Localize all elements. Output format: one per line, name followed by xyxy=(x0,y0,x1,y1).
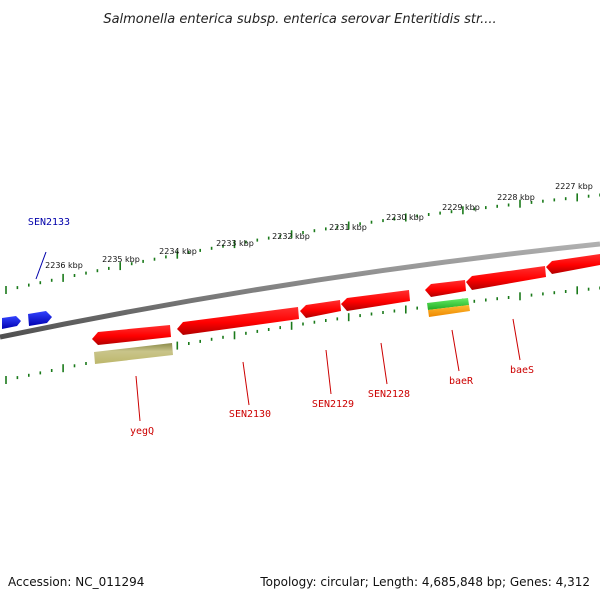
gene-arrow-sen2128[interactable] xyxy=(341,290,410,311)
outer-scale-ticks xyxy=(5,193,600,294)
accession-text: Accession: NC_011294 xyxy=(8,575,144,589)
genome-summary-text: Topology: circular; Length: 4,685,848 bp… xyxy=(259,575,590,589)
tick-label-2228: 2228 kbp xyxy=(497,193,535,202)
gene-arrow-baer[interactable] xyxy=(425,280,466,297)
gene-arrow-blue-left[interactable] xyxy=(2,316,21,329)
callout-line-sen2130 xyxy=(242,361,250,406)
gene-feature-baer-green[interactable] xyxy=(427,298,469,310)
map-title: Salmonella enterica subsp. enterica sero… xyxy=(103,12,496,27)
tick-label-2227: 2227 kbp xyxy=(555,182,593,191)
gene-arrow-sen2129[interactable] xyxy=(300,300,341,318)
tick-label-2234: 2234 kbp xyxy=(159,247,197,256)
gene-callouts: SEN2133 yegQ SEN2130 SEN2129 SEN2128 bae… xyxy=(28,217,534,437)
gene-label-yegq[interactable]: yegQ xyxy=(130,426,154,437)
gene-label-sen2129[interactable]: SEN2129 xyxy=(312,399,354,410)
gene-arrow-right-edge[interactable] xyxy=(546,254,600,274)
gene-label-sen2128[interactable]: SEN2128 xyxy=(368,389,410,400)
gene-arrow-sen2133[interactable] xyxy=(28,311,52,326)
gene-label-sen2133[interactable]: SEN2133 xyxy=(28,217,70,228)
scale-labels: 2227 kbp 2228 kbp 2229 kbp 2230 kbp 2231… xyxy=(45,182,593,270)
callout-line-sen2129 xyxy=(325,349,332,395)
gene-label-sen2130[interactable]: SEN2130 xyxy=(229,409,271,420)
tick-label-2232: 2232 kbp xyxy=(272,232,310,241)
callout-line-baes xyxy=(512,318,521,361)
callout-line-baer xyxy=(451,329,460,372)
genome-backbone xyxy=(0,241,600,340)
tick-label-2236: 2236 kbp xyxy=(45,261,83,270)
gene-arrow-yegq[interactable] xyxy=(92,325,171,345)
gene-label-baes[interactable]: baeS xyxy=(510,365,534,376)
gene-feature-yegq-olive[interactable] xyxy=(94,343,173,364)
gene-arrow-sen2130[interactable] xyxy=(177,307,299,335)
tick-label-2230: 2230 kbp xyxy=(386,213,424,222)
callout-line-sen2133 xyxy=(35,251,47,280)
callout-line-yegq xyxy=(135,375,141,422)
gene-feature-baer-orange[interactable] xyxy=(428,305,470,317)
tick-label-2233: 2233 kbp xyxy=(216,239,254,248)
gene-label-baer[interactable]: baeR xyxy=(449,376,474,387)
tick-label-2235: 2235 kbp xyxy=(102,255,140,264)
tick-label-2229: 2229 kbp xyxy=(442,203,480,212)
callout-line-sen2128 xyxy=(380,342,388,385)
tick-label-2231: 2231 kbp xyxy=(329,223,367,232)
gene-features xyxy=(2,254,600,364)
gene-arrow-baes[interactable] xyxy=(466,266,546,290)
